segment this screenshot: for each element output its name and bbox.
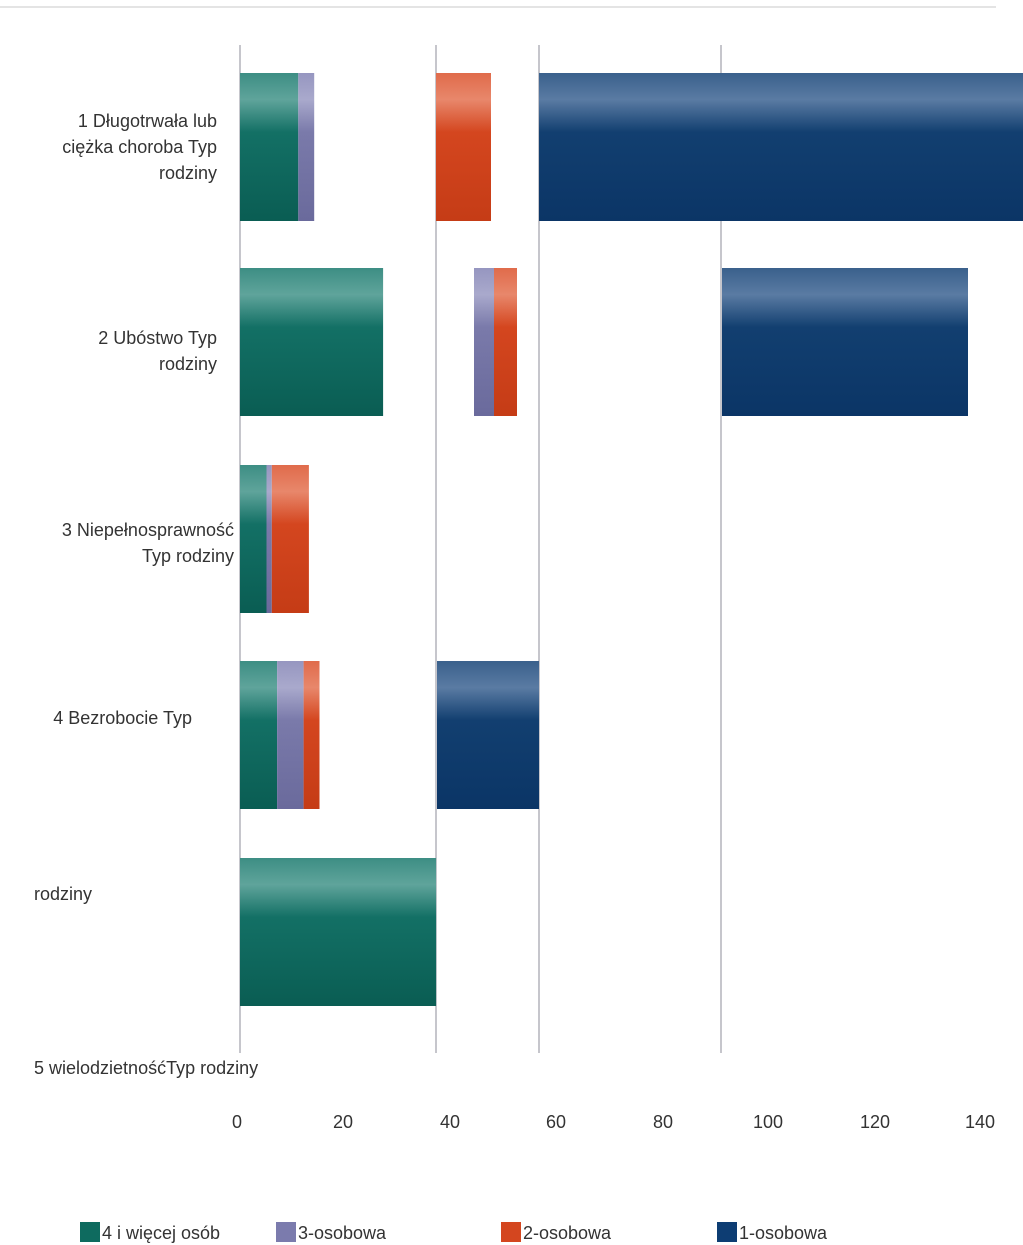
- category-label-4: 4 Bezrobocie Typ: [53, 708, 192, 728]
- bar-5-series-1: [240, 858, 437, 1006]
- bar-4-segment-navy: [437, 661, 539, 809]
- legend-item: 4 i więcej osób: [80, 1222, 220, 1244]
- legend-label: 1-osobowa: [739, 1223, 828, 1243]
- x-tick-label: 0: [231, 1112, 243, 1132]
- bar-2-segment-lav: [474, 268, 494, 416]
- bar-2-segment-red: [494, 268, 517, 416]
- legend-label: 4 i więcej osób: [102, 1223, 221, 1243]
- bar-3-series-1: [240, 465, 267, 613]
- x-tick-label: 40: [439, 1112, 461, 1132]
- bar-4-series-3: [303, 661, 320, 809]
- x-tick-label: 120: [859, 1112, 891, 1132]
- x-tick-label: 20: [332, 1112, 354, 1132]
- legend-label: 2-osobowa: [523, 1223, 612, 1243]
- x-tick-label: 80: [652, 1112, 674, 1132]
- legend-item: 3-osobowa: [276, 1222, 386, 1244]
- bar-3-series-3: [271, 465, 309, 613]
- bar-4-series-2: [277, 661, 304, 809]
- x-tick-label: 60: [545, 1112, 567, 1132]
- bar-1-segment-navy: [539, 73, 1023, 221]
- legend-swatch: [80, 1222, 100, 1242]
- x-tick-label: 140: [964, 1112, 996, 1132]
- legend-item: 1-osobowa: [717, 1222, 827, 1244]
- legend-swatch: [276, 1222, 296, 1242]
- bar-4-series-1: [240, 661, 278, 809]
- top-divider: [0, 6, 996, 8]
- legend-swatch: [501, 1222, 521, 1242]
- x-tick-label: 100: [752, 1112, 784, 1132]
- category-label-5: rodziny: [34, 884, 93, 904]
- category-label-6: 5 wielodzietnośćTyp rodziny: [34, 1058, 259, 1078]
- category-label-2: 2 Ubóstwo Typ rodziny: [98, 328, 217, 374]
- bar-3-series-2: [266, 465, 272, 613]
- legend-item: 2-osobowa: [501, 1222, 611, 1244]
- bar-1-segment-red: [436, 73, 491, 221]
- category-label-3: 3 Niepełnosprawność Typ rodziny: [61, 520, 234, 566]
- legend-label: 3-osobowa: [298, 1223, 387, 1243]
- bar-1-series-1: [240, 73, 299, 221]
- category-label-1: 1 Długotrwała lub ciężka choroba Typ rod…: [62, 111, 217, 183]
- bar-1-series-2: [298, 73, 315, 221]
- legend-swatch: [717, 1222, 737, 1242]
- bar-2-series-1: [240, 268, 384, 416]
- bar-2-segment-navy: [722, 268, 968, 416]
